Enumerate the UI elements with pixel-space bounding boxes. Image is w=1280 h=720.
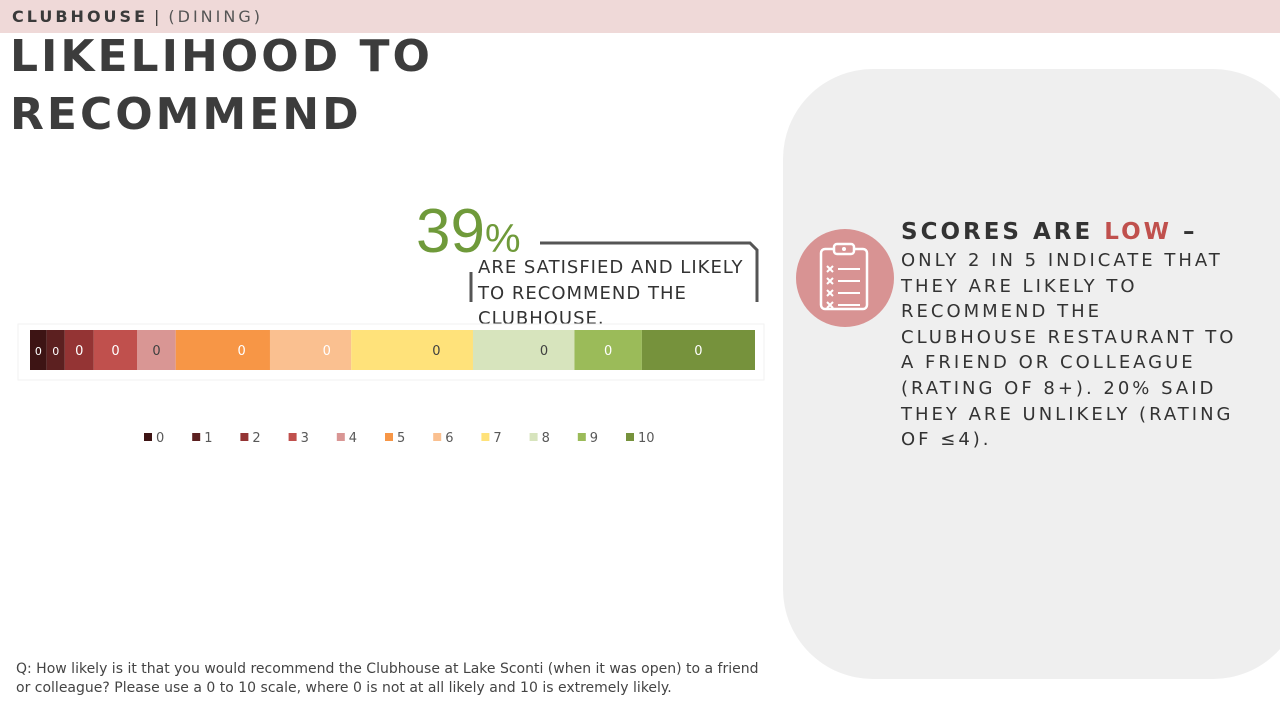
- legend-swatch-5: [385, 433, 393, 441]
- callout-number: 39: [416, 197, 485, 266]
- page-title-line-1: LIKELIHOOD TO: [10, 31, 433, 82]
- section-name: CLUBHOUSE: [12, 7, 148, 26]
- breadcrumb-separator: |: [154, 7, 163, 26]
- legend-label-0: 0: [156, 431, 164, 446]
- legend-label-9: 9: [590, 431, 598, 446]
- legend-swatch-7: [481, 433, 490, 441]
- data-label-3: 0: [111, 344, 119, 359]
- subsection-name: (DINING): [168, 7, 263, 26]
- clipboard-checklist-icon: [819, 242, 869, 311]
- bar-segment-10: [641, 330, 755, 370]
- data-label-0: 0: [35, 345, 42, 358]
- legend-label-3: 3: [301, 431, 309, 446]
- data-label-6: 0: [323, 344, 331, 359]
- legend-label-6: 6: [445, 431, 453, 446]
- bar-segment-4: [137, 330, 176, 370]
- question-footnote: Q: How likely is it that you would recom…: [16, 661, 759, 696]
- data-label-5: 0: [238, 344, 246, 359]
- page-title: LIKELIHOOD TO RECOMMEND: [10, 28, 530, 144]
- legend-label-2: 2: [252, 431, 260, 446]
- insight-body: ONLY 2 IN 5 INDICATE THAT THEY ARE LIKEL…: [901, 250, 1237, 451]
- insight-head-emphasis: LOW: [1104, 219, 1172, 245]
- callout-unit: %: [484, 217, 521, 261]
- legend-label-4: 4: [349, 431, 357, 446]
- bar-segment-9: [574, 330, 642, 370]
- bar-segment-1: [46, 330, 65, 370]
- insight-head-suffix: –: [1172, 219, 1198, 245]
- bracket-right-line: [540, 241, 759, 302]
- legend-swatch-0: [144, 433, 152, 441]
- legend-label-8: 8: [542, 431, 550, 446]
- legend-swatch-9: [577, 433, 586, 441]
- legend-swatch-6: [433, 433, 442, 441]
- top-banner: CLUBHOUSE | (DINING): [0, 0, 1280, 33]
- insight-head-prefix: SCORES ARE: [901, 219, 1105, 245]
- legend-label-1: 1: [204, 431, 212, 446]
- bar-segment-5: [175, 330, 270, 370]
- insight-text: SCORES ARE LOW – ONLY 2 IN 5 INDICATE TH…: [901, 216, 1241, 453]
- legend-label-10: 10: [638, 431, 655, 446]
- bar-segment-2: [64, 330, 94, 370]
- bar-segment-3: [93, 330, 138, 370]
- legend-swatch-8: [529, 433, 538, 441]
- data-label-7: 0: [432, 344, 440, 359]
- page-title-line-2: RECOMMEND: [10, 89, 362, 140]
- legend-swatch-2: [240, 433, 249, 441]
- data-label-10: 0: [694, 344, 702, 359]
- data-label-2: 0: [75, 344, 83, 359]
- icon-circle: [796, 229, 894, 327]
- legend-swatch-4: [336, 433, 345, 441]
- insight-headline: SCORES ARE LOW –: [901, 216, 1241, 248]
- data-label-9: 0: [604, 344, 612, 359]
- legend-label-5: 5: [397, 431, 405, 446]
- data-label-1: 0: [52, 345, 59, 358]
- legend-swatch-1: [192, 433, 201, 441]
- insight-panel: [783, 69, 1280, 679]
- legend-swatch-10: [626, 433, 634, 441]
- section-breadcrumb: CLUBHOUSE | (DINING): [12, 7, 263, 26]
- data-label-8: 0: [540, 344, 548, 359]
- bar-segment-8: [472, 330, 575, 370]
- bar-segment-0: [30, 330, 47, 370]
- data-label-4: 0: [152, 344, 160, 359]
- legend-label-7: 7: [493, 431, 501, 446]
- legend-swatch-3: [288, 433, 297, 441]
- bar-segment-6: [269, 330, 352, 370]
- callout-percentage: 39%: [416, 196, 521, 267]
- bar-segment-7: [351, 330, 473, 370]
